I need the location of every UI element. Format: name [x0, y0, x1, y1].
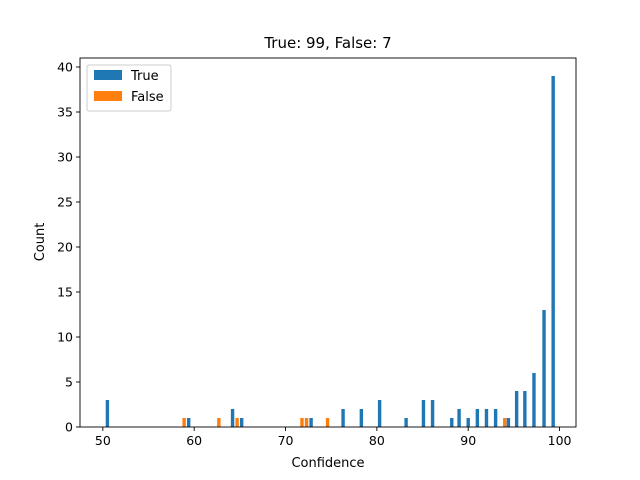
bar-true-16 [493, 409, 498, 427]
bar-true-21 [542, 310, 546, 427]
bar-true-18 [514, 391, 519, 427]
bar-true-14 [475, 409, 480, 427]
y-tick-label-8: 40 [57, 60, 73, 75]
bar-true-17 [506, 418, 511, 427]
y-tick-label-3: 15 [57, 285, 73, 300]
plot-frame [79, 57, 577, 428]
bar-false-0 [182, 418, 186, 427]
x-tick-label-2: 70 [278, 433, 294, 448]
bar-true-6 [359, 409, 364, 427]
bars-layer [105, 76, 555, 427]
legend-swatch-true [94, 70, 122, 80]
bar-false-2 [235, 418, 239, 427]
bar-true-15 [484, 409, 489, 427]
bar-false-4 [304, 418, 309, 427]
legend: True False [86, 64, 172, 112]
bar-true-0 [105, 400, 110, 427]
bar-true-1 [187, 418, 191, 427]
y-tick-label-7: 35 [57, 105, 73, 120]
bar-true-8 [404, 418, 408, 427]
legend-label-false: False [131, 90, 164, 105]
bar-true-5 [341, 409, 345, 427]
bar-true-7 [377, 400, 382, 427]
bar-true-9 [421, 400, 426, 427]
bar-true-20 [532, 373, 536, 427]
legend-swatch-false [94, 91, 122, 101]
bar-false-3 [300, 418, 304, 427]
x-tick-label-4: 90 [460, 433, 476, 448]
bar-true-2 [230, 409, 235, 427]
x-tick-label-0: 50 [95, 433, 111, 448]
bar-true-12 [457, 409, 461, 427]
y-tick-label-6: 30 [57, 150, 73, 165]
axes-layer: 50 60 70 80 90 100 0 5 10 15 20 25 30 35 40 [57, 60, 571, 449]
bar-true-11 [450, 418, 454, 427]
y-tick-label-2: 10 [57, 330, 73, 345]
bar-true-22 [551, 76, 555, 427]
bar-true-10 [430, 400, 435, 427]
y-tick-label-4: 20 [57, 240, 73, 255]
bar-true-19 [523, 391, 527, 427]
bar-false-5 [325, 418, 330, 427]
bar-true-13 [466, 418, 470, 427]
x-axis-label: Confidence [291, 456, 364, 471]
y-tick-label-0: 0 [65, 420, 73, 435]
legend-label-true: True [130, 69, 159, 84]
chart-title: True: 99, False: 7 [263, 34, 391, 52]
x-tick-label-1: 60 [186, 433, 202, 448]
x-tick-label-3: 80 [369, 433, 385, 448]
y-tick-label-5: 25 [57, 195, 73, 210]
bar-false-1 [217, 418, 221, 427]
y-axis-label: Count [33, 223, 48, 262]
bar-true-3 [239, 418, 244, 427]
y-tick-label-1: 5 [65, 375, 73, 390]
bar-true-4 [309, 418, 313, 427]
x-tick-label-5: 100 [548, 433, 572, 448]
bar-false-6 [503, 418, 507, 427]
